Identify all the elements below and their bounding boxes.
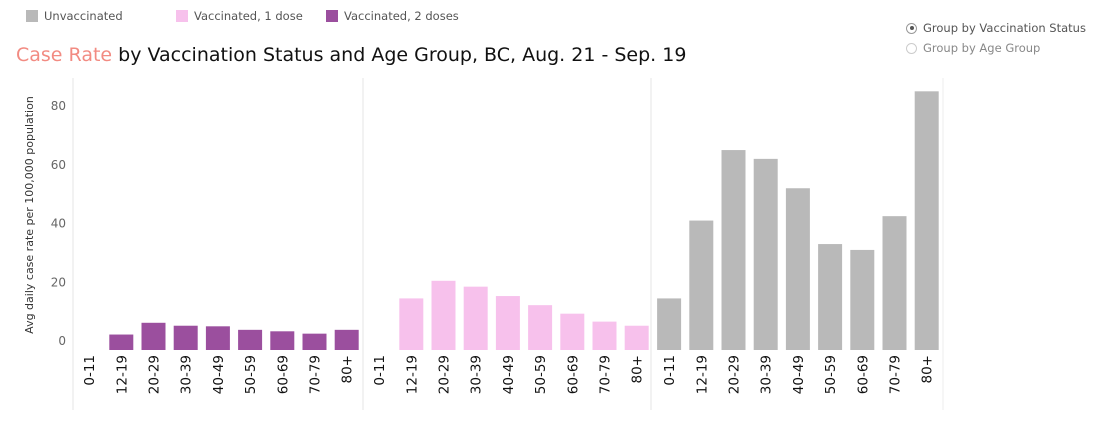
bar-vaccinated-1-dose-50-59	[528, 305, 553, 350]
bar-vaccinated-1-dose-12-19	[399, 298, 424, 350]
x-tick-label-unvaccinated-40-49: 40-49	[791, 355, 807, 394]
x-tick-label-vaccinated-2-doses-0-11: 0-11	[82, 355, 98, 386]
y-tick-label-20: 20	[51, 275, 66, 289]
x-tick-label-unvaccinated-30-39: 30-39	[759, 355, 775, 394]
bar-unvaccinated-20-29	[721, 150, 746, 350]
x-tick-label-vaccinated-2-doses-50-59: 50-59	[243, 355, 259, 394]
bar-unvaccinated-0-11	[657, 298, 682, 350]
x-tick-label-unvaccinated-80: 80+	[920, 355, 936, 384]
bar-unvaccinated-70-79	[882, 216, 907, 350]
y-tick-label-80: 80	[51, 99, 66, 113]
x-tick-label-vaccinated-2-doses-80: 80+	[340, 355, 356, 384]
legend-item-vaccinated-2-doses[interactable]: Vaccinated, 2 doses	[326, 9, 459, 23]
radio-label-age-group: Group by Age Group	[923, 41, 1041, 55]
x-tick-label-vaccinated-1-dose-30-39: 30-39	[469, 355, 485, 394]
bar-unvaccinated-50-59	[818, 244, 843, 350]
legend-swatch-unvaccinated	[26, 10, 38, 22]
legend-label-vaccinated-2-doses: Vaccinated, 2 doses	[344, 9, 459, 23]
x-tick-label-vaccinated-1-dose-80: 80+	[630, 355, 646, 384]
radio-selected-icon	[906, 22, 917, 34]
x-tick-label-unvaccinated-60-69: 60-69	[855, 355, 871, 394]
x-tick-label-vaccinated-2-doses-12-19: 12-19	[114, 355, 130, 394]
bar-unvaccinated-80	[914, 91, 939, 350]
bar-vaccinated-1-dose-80	[624, 325, 649, 350]
x-tick-label-vaccinated-2-doses-20-29: 20-29	[147, 355, 163, 394]
x-tick-label-vaccinated-1-dose-70-79: 70-79	[598, 355, 614, 394]
bar-vaccinated-1-dose-40-49	[495, 296, 520, 350]
x-tick-label-unvaccinated-20-29: 20-29	[727, 355, 743, 394]
bar-vaccinated-1-dose-70-79	[592, 321, 617, 350]
chart-title-rest: by Vaccination Status and Age Group, BC,…	[112, 44, 687, 66]
bar-vaccinated-2-doses-30-39	[173, 325, 198, 350]
bar-vaccinated-2-doses-70-79	[302, 333, 327, 350]
y-tick-label-60: 60	[51, 158, 66, 172]
bar-vaccinated-2-doses-80	[334, 329, 359, 350]
bar-vaccinated-2-doses-60-69	[270, 331, 295, 350]
bar-unvaccinated-30-39	[753, 158, 778, 350]
x-tick-label-vaccinated-1-dose-50-59: 50-59	[533, 355, 549, 394]
x-tick-label-vaccinated-2-doses-30-39: 30-39	[179, 355, 195, 394]
legend-label-vaccinated-1-dose: Vaccinated, 1 dose	[194, 9, 303, 23]
x-tick-label-vaccinated-1-dose-60-69: 60-69	[565, 355, 581, 394]
bar-vaccinated-2-doses-50-59	[238, 329, 263, 350]
legend-swatch-vaccinated-2-doses	[326, 10, 338, 22]
bar-vaccinated-1-dose-20-29	[431, 280, 456, 350]
legend-item-unvaccinated[interactable]: Unvaccinated	[26, 9, 123, 23]
x-tick-label-vaccinated-2-doses-40-49: 40-49	[211, 355, 227, 394]
bar-unvaccinated-60-69	[850, 249, 875, 350]
bar-unvaccinated-12-19	[689, 220, 714, 350]
bar-unvaccinated-40-49	[785, 188, 810, 350]
x-tick-label-unvaccinated-12-19: 12-19	[694, 355, 710, 394]
x-tick-label-unvaccinated-0-11: 0-11	[662, 355, 678, 386]
y-tick-label-40: 40	[51, 217, 66, 231]
grouping-radio-group: Group by Vaccination Status Group by Age…	[906, 18, 1086, 58]
bar-vaccinated-2-doses-40-49	[205, 326, 230, 350]
y-axis-title: Avg daily case rate per 100,000 populati…	[23, 96, 36, 334]
x-tick-label-vaccinated-2-doses-60-69: 60-69	[275, 355, 291, 394]
legend-label-unvaccinated: Unvaccinated	[44, 9, 123, 23]
x-tick-label-vaccinated-1-dose-0-11: 0-11	[372, 355, 388, 386]
radio-group-by-vaccination-status[interactable]: Group by Vaccination Status	[906, 18, 1086, 38]
radio-unselected-icon	[906, 42, 917, 54]
chart-title-accent: Case Rate	[16, 44, 113, 66]
y-tick-label-0: 0	[58, 334, 66, 348]
legend-item-vaccinated-1-dose[interactable]: Vaccinated, 1 dose	[176, 9, 303, 23]
x-tick-label-vaccinated-1-dose-12-19: 12-19	[404, 355, 420, 394]
x-tick-label-unvaccinated-50-59: 50-59	[823, 355, 839, 394]
legend-swatch-vaccinated-1-dose	[176, 10, 188, 22]
radio-group-by-age-group[interactable]: Group by Age Group	[906, 38, 1086, 58]
chart-title: Case Rate by Vaccination Status and Age …	[16, 44, 686, 66]
bar-vaccinated-2-doses-20-29	[141, 322, 166, 350]
x-tick-label-vaccinated-1-dose-20-29: 20-29	[437, 355, 453, 394]
x-tick-label-unvaccinated-70-79: 70-79	[888, 355, 904, 394]
bar-vaccinated-1-dose-60-69	[560, 313, 585, 350]
bar-vaccinated-1-dose-30-39	[463, 286, 488, 350]
x-tick-label-vaccinated-1-dose-40-49: 40-49	[501, 355, 517, 394]
radio-label-vaccination-status: Group by Vaccination Status	[923, 21, 1086, 35]
bar-vaccinated-2-doses-12-19	[109, 334, 134, 350]
x-tick-label-vaccinated-2-doses-70-79: 70-79	[308, 355, 324, 394]
